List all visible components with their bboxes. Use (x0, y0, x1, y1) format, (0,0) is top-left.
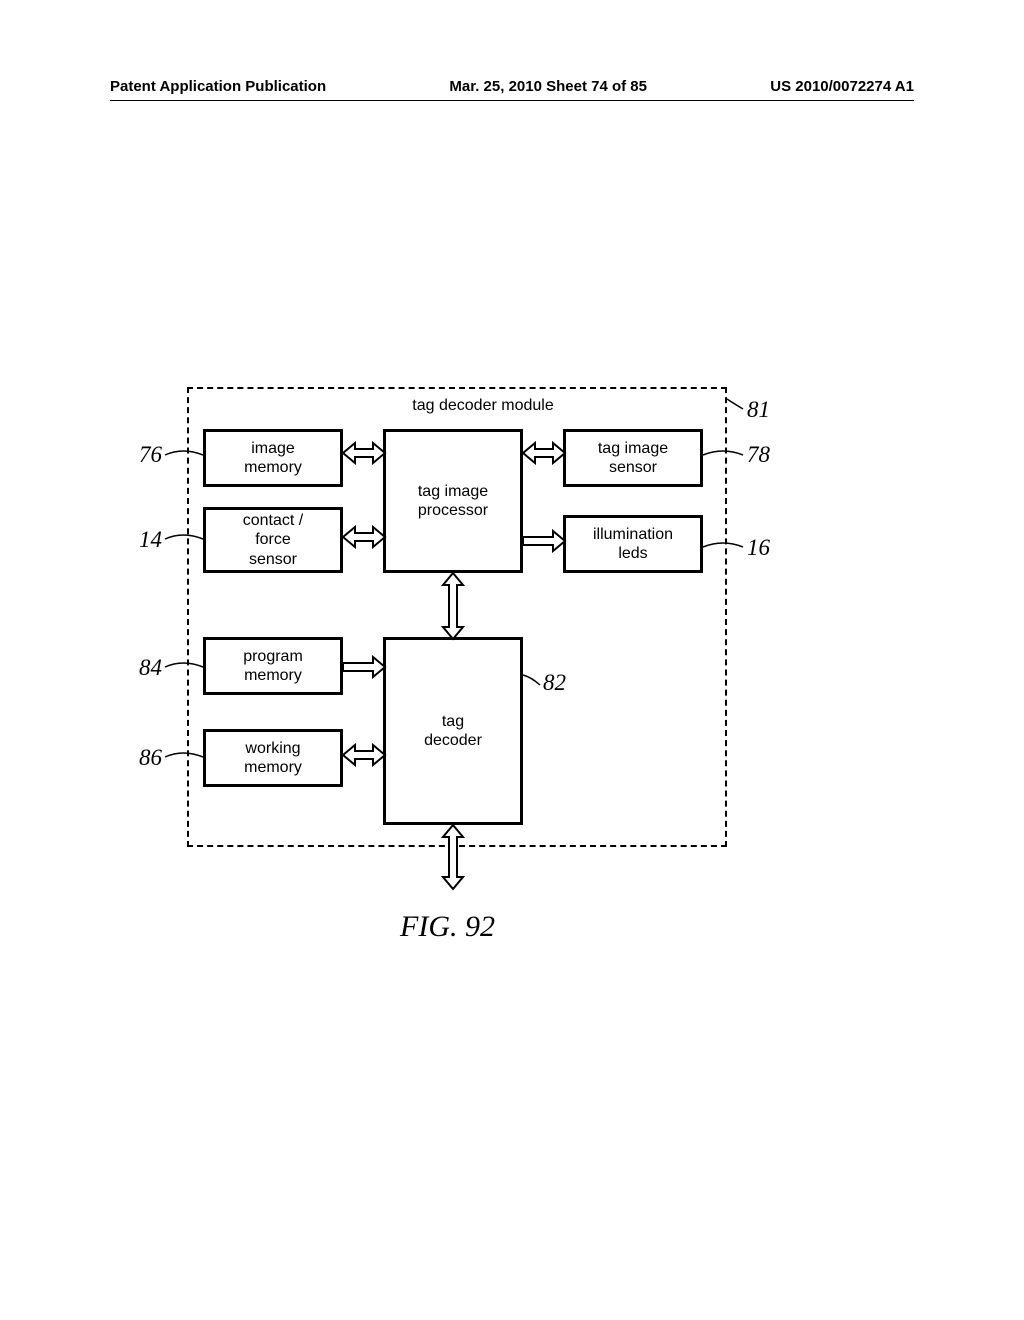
connectors (145, 387, 785, 927)
ref-16: 16 (747, 535, 770, 561)
lead-14 (165, 535, 203, 539)
arrow-proc-decoder (443, 573, 463, 639)
ref-14: 14 (139, 527, 162, 553)
arrow-workmem-decoder (343, 745, 385, 765)
header-right: US 2010/0072274 A1 (770, 78, 914, 95)
arrow-decoder-out (443, 825, 463, 889)
arrow-progmem-decoder (343, 657, 385, 677)
ref-76: 76 (139, 442, 162, 468)
lead-76 (165, 451, 203, 455)
lead-82 (523, 675, 540, 685)
lead-81 (727, 399, 743, 409)
ref-81: 81 (747, 397, 770, 423)
ref-78: 78 (747, 442, 770, 468)
header-left: Patent Application Publication (110, 78, 326, 95)
figure-caption: FIG. 92 (400, 910, 495, 944)
lead-86 (165, 753, 203, 757)
ref-82: 82 (543, 670, 566, 696)
lead-16 (703, 543, 743, 547)
arrow-proc-illum (523, 531, 565, 551)
ref-84: 84 (139, 655, 162, 681)
lead-84 (165, 663, 203, 667)
ref-86: 86 (139, 745, 162, 771)
arrow-proc-sensor (523, 443, 565, 463)
lead-78 (703, 451, 743, 455)
arrow-imgmem-proc (343, 443, 385, 463)
arrow-contact-proc (343, 527, 385, 547)
page-header: Patent Application Publication Mar. 25, … (0, 78, 1024, 95)
diagram-container: tag decoder module imagememory tag image… (145, 387, 765, 867)
header-center: Mar. 25, 2010 Sheet 74 of 85 (449, 78, 647, 95)
header-rule (110, 100, 914, 101)
